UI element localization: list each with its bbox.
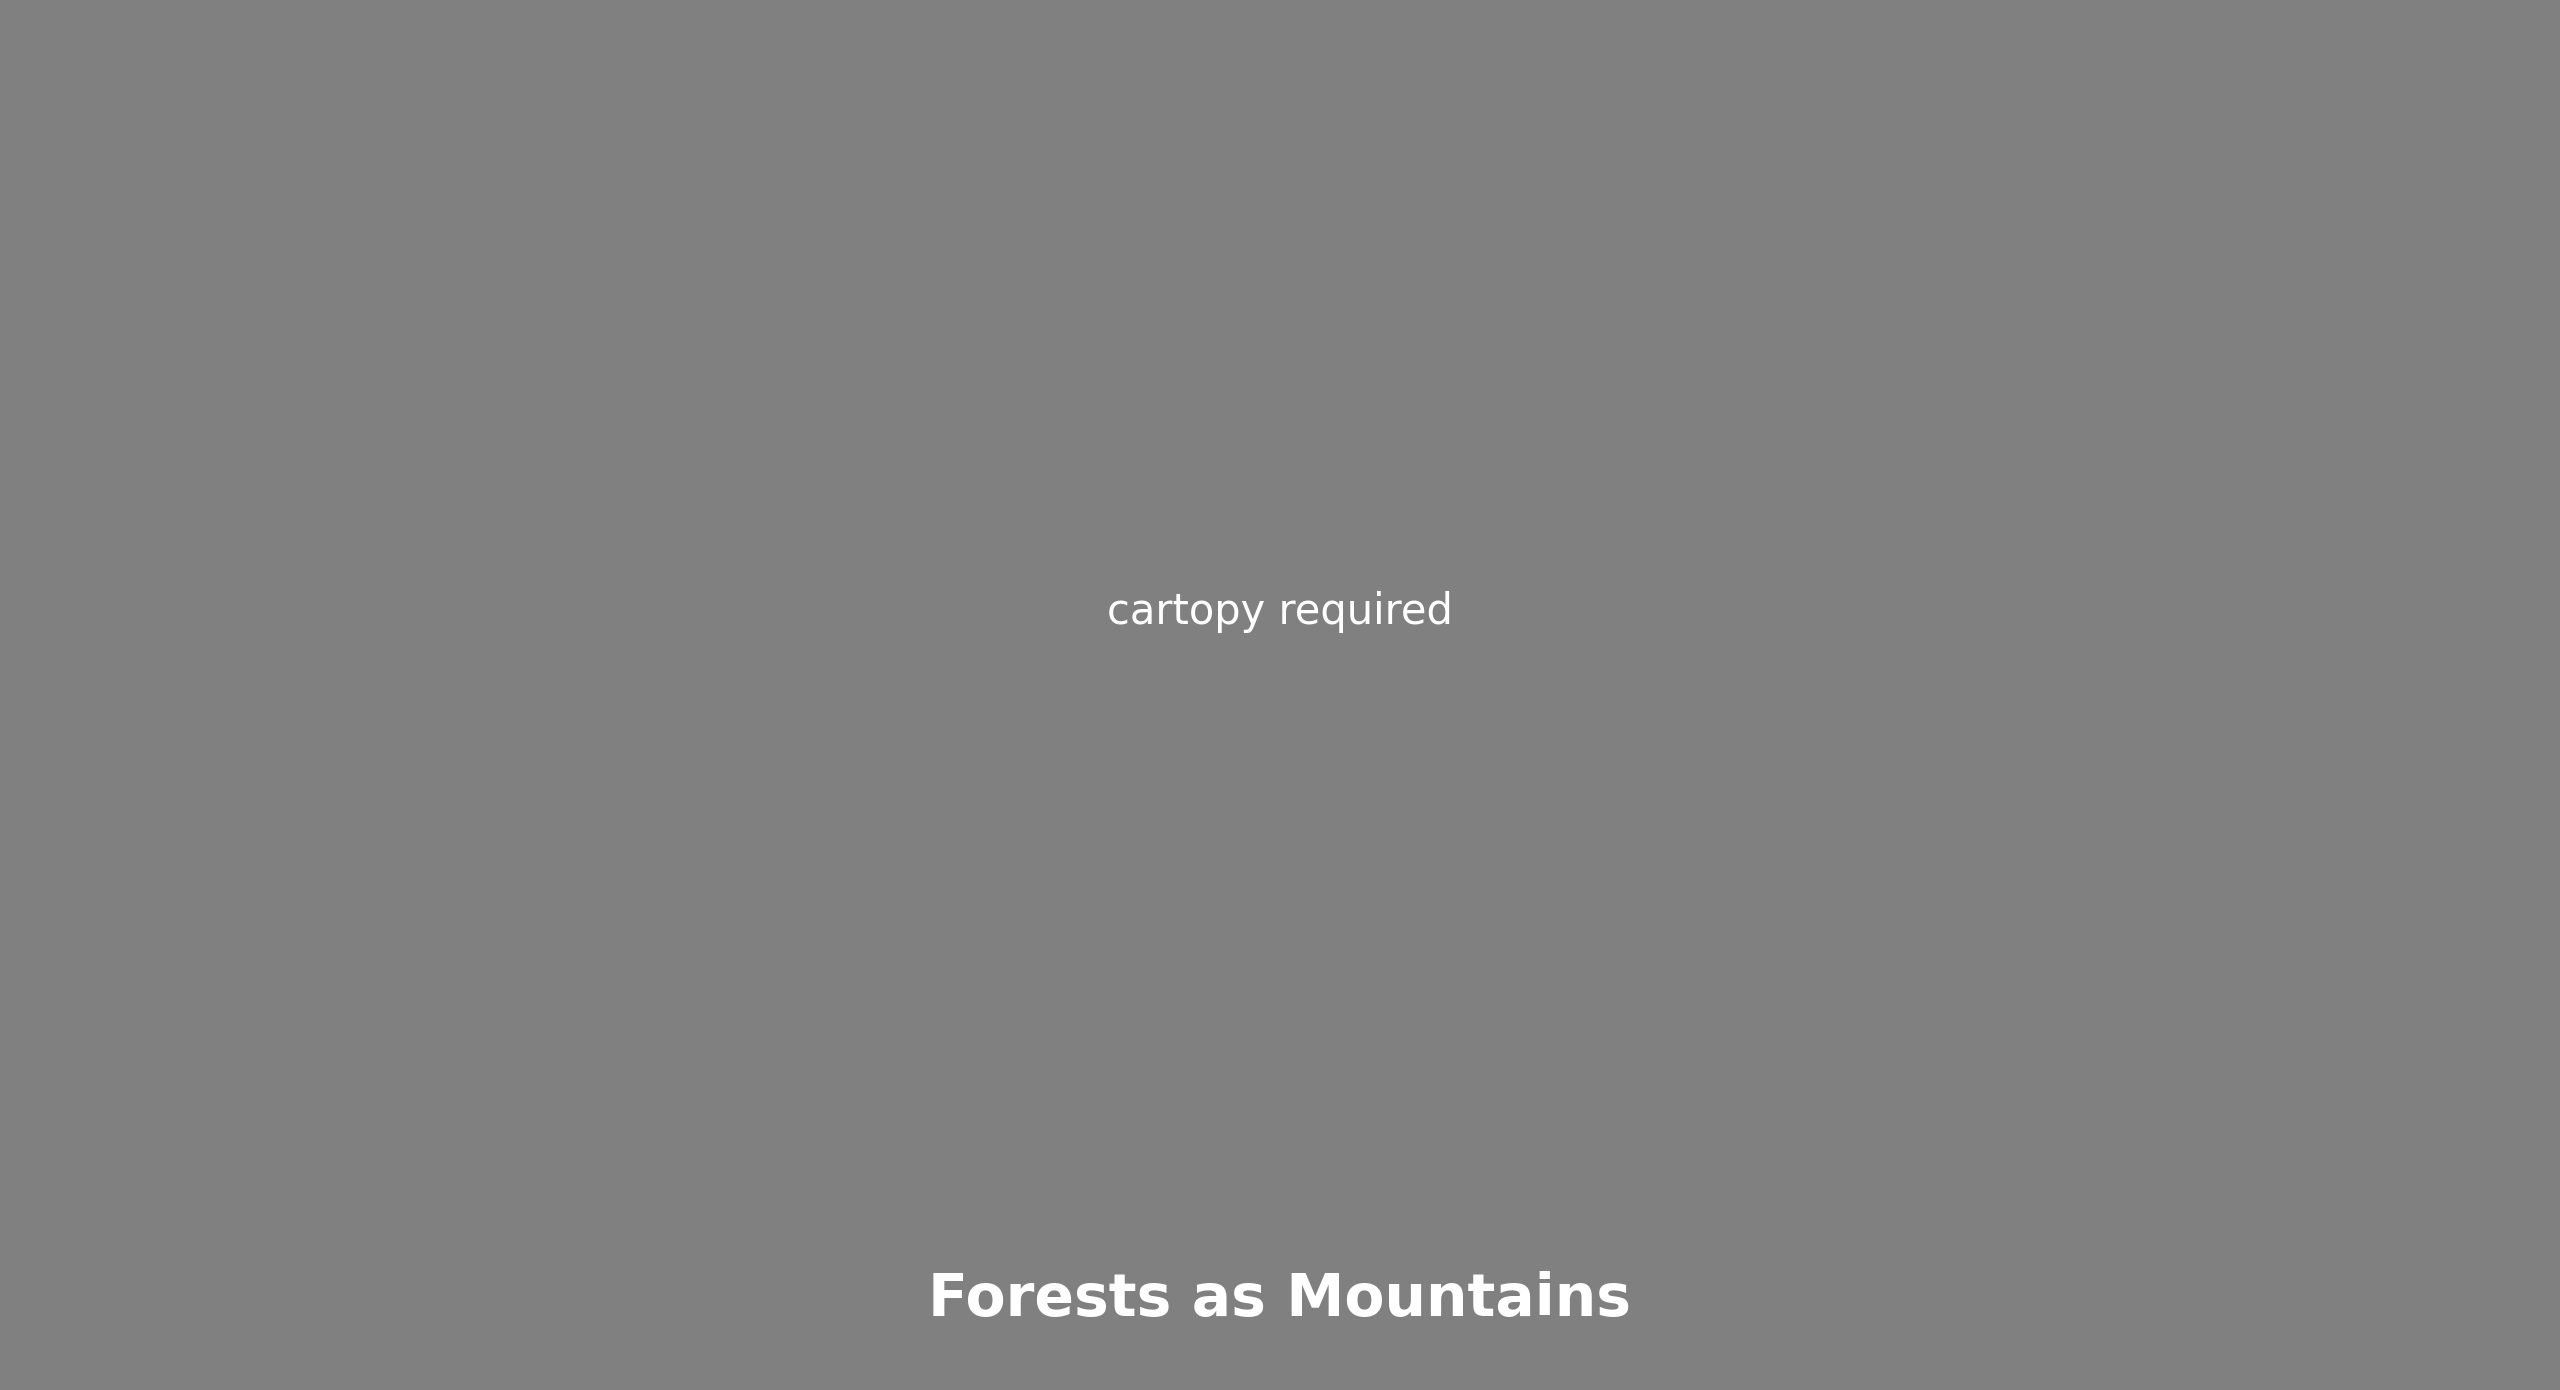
Text: cartopy required: cartopy required [1106,591,1454,632]
Text: Forests as Mountains: Forests as Mountains [929,1270,1631,1329]
